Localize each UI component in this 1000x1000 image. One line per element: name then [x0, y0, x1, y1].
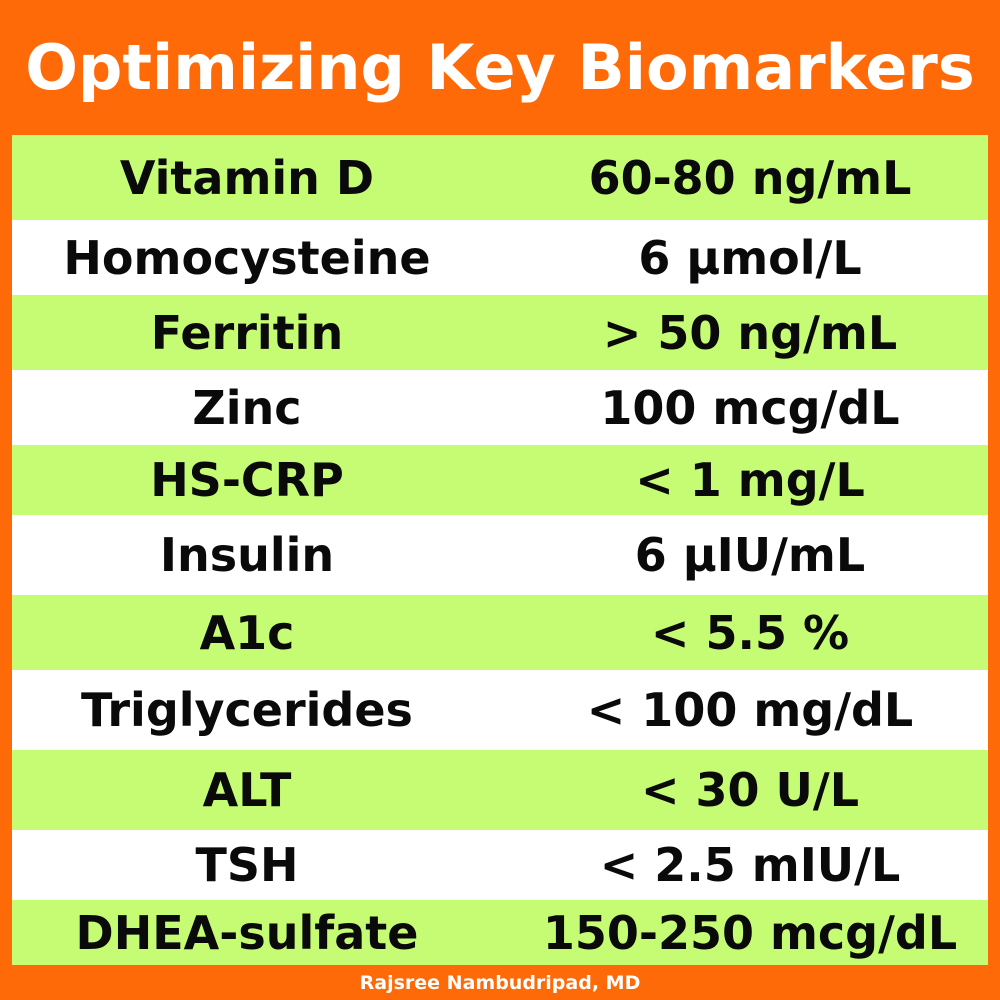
biomarker-name: HS-CRP: [150, 453, 344, 507]
table-row: Vitamin D 60-80 ng/mL: [12, 135, 988, 220]
biomarker-value: < 30 U/L: [640, 763, 860, 817]
biomarker-value: 6 μmol/L: [638, 230, 862, 285]
table-row: HS-CRP < 1 mg/L: [12, 445, 988, 515]
table-row: TSH < 2.5 mIU/L: [12, 830, 988, 900]
biomarker-table: Vitamin D 60-80 ng/mL Homocysteine 6 μmo…: [12, 135, 988, 965]
biomarker-value: 150-250 mcg/dL: [542, 905, 958, 960]
biomarker-value: < 2.5 mIU/L: [599, 838, 901, 892]
biomarker-value: 6 μIU/mL: [634, 528, 866, 582]
biomarker-name: A1c: [199, 605, 295, 660]
biomarker-name: Homocysteine: [63, 230, 431, 285]
table-row: ALT < 30 U/L: [12, 750, 988, 830]
biomarker-name: Vitamin D: [119, 150, 375, 205]
page-title: Optimizing Key Biomarkers: [25, 31, 975, 104]
biomarker-name: Triglycerides: [81, 683, 413, 737]
table-row: Homocysteine 6 μmol/L: [12, 220, 988, 295]
biomarker-name: DHEA-sulfate: [75, 905, 419, 960]
biomarker-value: > 50 ng/mL: [602, 305, 898, 360]
table-row: Triglycerides < 100 mg/dL: [12, 670, 988, 750]
biomarker-value: < 1 mg/L: [635, 453, 865, 507]
biomarker-name: Ferritin: [150, 305, 344, 360]
biomarker-value: < 100 mg/dL: [586, 683, 914, 737]
author-credit: Rajsree Nambudripad, MD: [359, 972, 641, 994]
biomarker-name: ALT: [202, 763, 292, 817]
biomarker-name: TSH: [195, 838, 299, 892]
biomarker-name: Zinc: [192, 380, 302, 435]
table-row: Ferritin > 50 ng/mL: [12, 295, 988, 370]
biomarker-name: Insulin: [159, 528, 335, 582]
table-row: DHEA-sulfate 150-250 mcg/dL: [12, 900, 988, 965]
table-row: Zinc 100 mcg/dL: [12, 370, 988, 445]
biomarker-value: < 5.5 %: [650, 605, 850, 660]
table-row: Insulin 6 μIU/mL: [12, 515, 988, 595]
table-row: A1c < 5.5 %: [12, 595, 988, 670]
biomarker-value: 100 mcg/dL: [600, 380, 900, 435]
biomarker-value: 60-80 ng/mL: [588, 150, 912, 205]
